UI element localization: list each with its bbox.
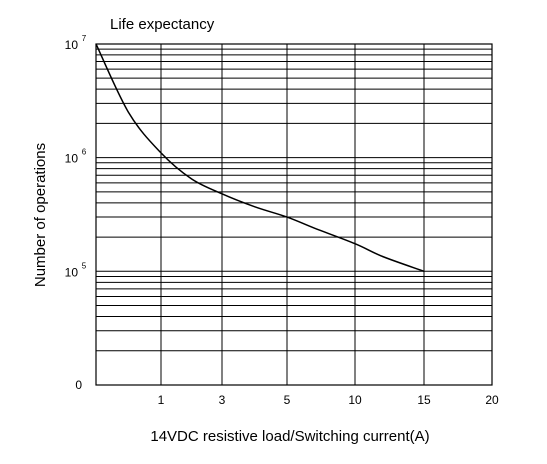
y-tick-exponent: 5 [82, 261, 87, 270]
x-tick-label: 5 [284, 393, 291, 407]
chart-title: Life expectancy [110, 16, 215, 33]
y-tick-exponent: 6 [82, 148, 87, 157]
y-tick-labels: 10 710 610 50 [65, 34, 87, 392]
x-tick-labels: 1 3 5 10 15 20 [158, 393, 499, 407]
y-tick-label: 10 [65, 152, 79, 166]
y-axis-label: Number of operations [32, 143, 49, 287]
x-tick-label: 20 [485, 393, 499, 407]
y-tick-label: 0 [75, 378, 82, 392]
x-tick-label: 15 [417, 393, 431, 407]
plot-frame [95, 43, 493, 386]
x-axis-label: 14VDC resistive load/Switching current(A… [150, 428, 429, 445]
y-tick-label: 10 [65, 38, 79, 52]
x-tick-label: 1 [158, 393, 165, 407]
x-tick-label: 3 [219, 393, 226, 407]
grid-lines [96, 44, 492, 385]
series-line [95, 43, 425, 273]
x-tick-label: 10 [348, 393, 362, 407]
y-tick-label: 10 [65, 265, 79, 279]
y-tick-exponent: 7 [82, 34, 87, 43]
